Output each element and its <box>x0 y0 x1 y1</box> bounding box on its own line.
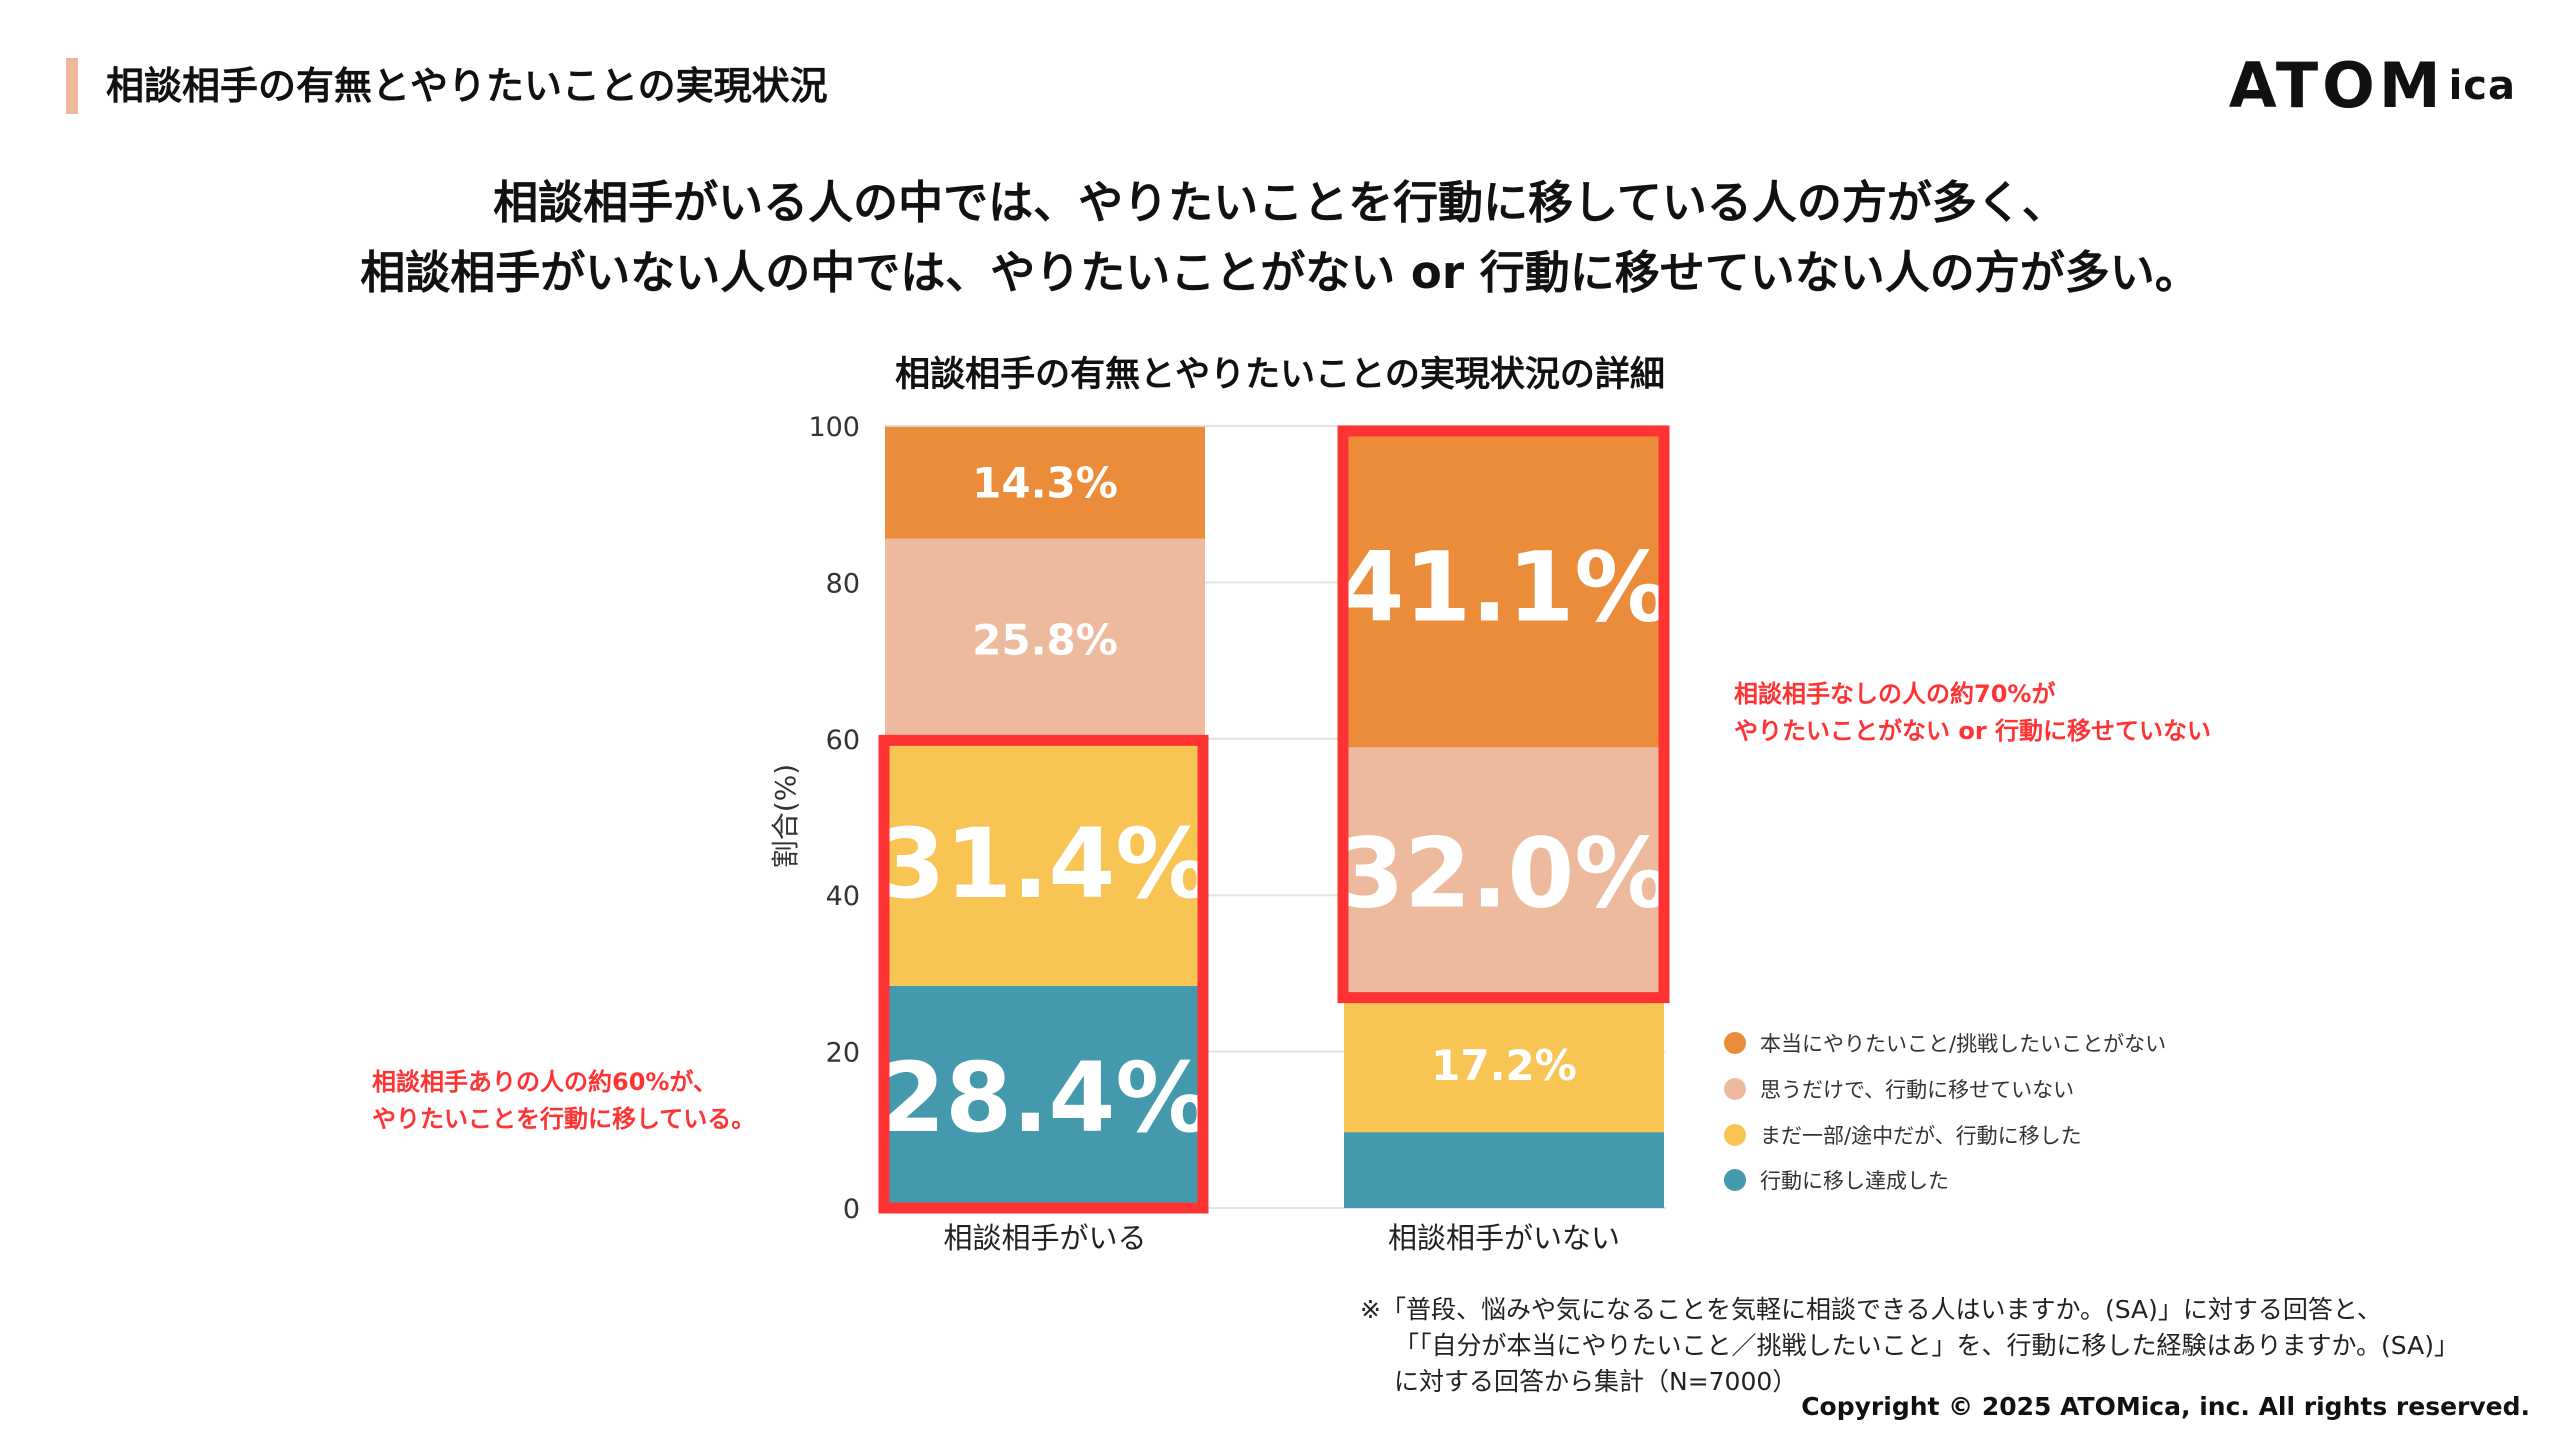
y-tick-label: 80 <box>826 568 860 599</box>
annotation-without-partner: 相談相手なしの人の約70%が やりたいことがない or 行動に移せていない <box>1734 676 2211 750</box>
headline-line-2: 相談相手がいない人の中では、やりたいことがない or 行動に移せていない人の方が… <box>360 246 2200 299</box>
annotation-line: やりたいことを行動に移している。 <box>372 1105 756 1133</box>
legend-label: 思うだけで、行動に移せていない <box>1760 1078 2075 1102</box>
y-tick-label: 0 <box>843 1194 860 1225</box>
legend-item: 本当にやりたいこと/挑戦したいことがない <box>1724 1028 2166 1058</box>
annotation-with-partner: 相談相手ありの人の約60%が、 やりたいことを行動に移している。 <box>372 1064 755 1138</box>
page-title: 相談相手の有無とやりたいことの実現状況 <box>106 64 828 108</box>
logo-mark: ATOM <box>2228 49 2445 122</box>
data-label: 28.4% <box>878 1042 1211 1154</box>
copyright: Copyright © 2025 ATOMica, inc. All right… <box>1801 1392 2530 1421</box>
data-label: 14.3% <box>972 459 1118 508</box>
data-label: 17.2% <box>1431 1041 1577 1090</box>
legend-label: まだ一部/途中だが、行動に移した <box>1760 1124 2082 1148</box>
footnote-line: に対する回答から集計（N=7000） <box>1394 1367 1798 1396</box>
title-accent-bar <box>66 58 78 114</box>
legend-dot-icon <box>1724 1078 1746 1100</box>
legend-label: 本当にやりたいこと/挑戦したいことがない <box>1760 1032 2167 1056</box>
headline-line-1: 相談相手がいる人の中では、やりたいことを行動に移している人の方が多く、 <box>493 176 2067 229</box>
x-category-label: 相談相手がいない <box>1388 1221 1620 1255</box>
highlight-box-without-partner <box>1337 425 1670 1004</box>
legend-item: まだ一部/途中だが、行動に移した <box>1724 1120 2082 1150</box>
bar-segment <box>1344 426 1664 748</box>
highlight-box-with-partner <box>878 734 1209 1214</box>
legend-dot-icon <box>1724 1124 1746 1146</box>
y-tick-label: 20 <box>826 1038 860 1069</box>
data-label: 32.0% <box>1337 818 1670 930</box>
footnote-line: 「「自分が本当にやりたいこと／挑戦したいこと」を、行動に移した経験はありますか。… <box>1394 1331 2459 1360</box>
legend-item: 行動に移し達成した <box>1724 1165 1949 1195</box>
y-axis-label: 割合(%) <box>769 764 802 868</box>
legend-item: 思うだけで、行動に移せていない <box>1724 1074 2074 1104</box>
footnote-line: ※「普段、悩みや気になることを気軽に相談できる人はいますか。(SA)」に対する回… <box>1360 1295 2382 1324</box>
x-category-label: 相談相手がいる <box>943 1221 1146 1255</box>
bar-segment <box>1344 997 1664 1133</box>
logo-suffix: ica <box>2448 63 2516 109</box>
y-tick-label: 60 <box>826 725 860 756</box>
legend-dot-icon <box>1724 1032 1746 1054</box>
annotation-line: 相談相手ありの人の約60%が、 <box>372 1068 717 1096</box>
bar-segment <box>885 426 1205 539</box>
bar-segment <box>885 985 1205 1208</box>
annotation-line: やりたいことがない or 行動に移せていない <box>1734 717 2212 745</box>
chart-title: 相談相手の有無とやりたいことの実現状況の詳細 <box>895 355 1665 395</box>
bar-segment <box>885 538 1205 741</box>
annotation-line: 相談相手なしの人の約70%が <box>1734 680 2056 708</box>
legend-dot-icon <box>1724 1169 1746 1191</box>
data-label: 25.8% <box>972 615 1118 664</box>
y-tick-label: 40 <box>826 881 860 912</box>
data-label: 31.4% <box>878 808 1211 920</box>
bar-segment <box>1344 1132 1664 1208</box>
atomica-logo: ATOM ica <box>2228 49 2516 122</box>
y-tick-label: 100 <box>808 412 860 443</box>
bar-segment <box>885 740 1205 986</box>
data-label: 41.1% <box>1337 532 1670 644</box>
footnote: ※「普段、悩みや気になることを気軽に相談できる人はいますか。(SA)」に対する回… <box>1360 1292 2459 1400</box>
bar-segment <box>1344 747 1664 998</box>
legend-label: 行動に移し達成した <box>1760 1169 1949 1193</box>
